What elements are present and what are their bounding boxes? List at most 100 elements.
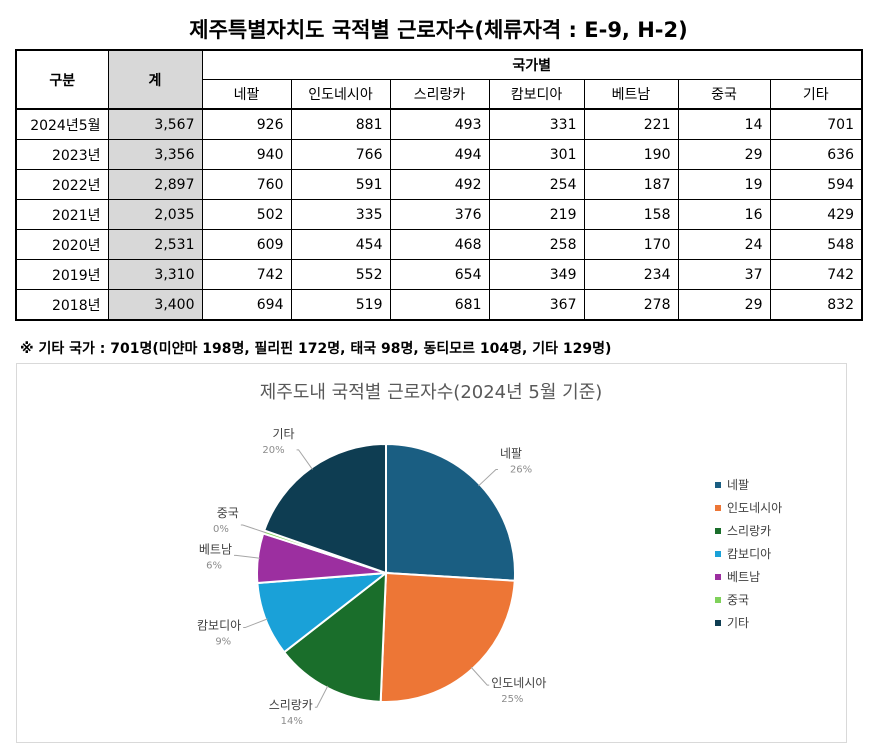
legend-entry-5: 중국 [727, 593, 749, 607]
row-value-5: 29 [677, 289, 771, 321]
slice-label-6: 기타 [272, 427, 294, 441]
legend-entry-2: 스리랑카 [727, 524, 771, 538]
row-value-5: 29 [677, 139, 771, 170]
header-country-4: 베트남 [583, 79, 679, 110]
row-value-1: 335 [290, 199, 391, 230]
leader-line-6 [296, 449, 313, 470]
row-value-4: 170 [583, 229, 679, 260]
row-value-5: 14 [677, 108, 771, 140]
slice-percent-4: 6% [206, 560, 222, 571]
row-value-4: 190 [583, 139, 679, 170]
slice-label-4: 베트남 [199, 542, 232, 556]
table-row: 2018년 3,400 694 519 681 367 278 29 832 [15, 289, 863, 321]
row-value-0: 742 [201, 259, 292, 290]
row-value-2: 681 [389, 289, 490, 321]
row-period: 2018년 [15, 289, 109, 321]
row-value-4: 187 [583, 169, 679, 200]
header-country-6: 기타 [769, 79, 863, 110]
row-value-1: 766 [290, 139, 391, 170]
row-value-4: 234 [583, 259, 679, 290]
row-period: 2023년 [15, 139, 109, 170]
leader-line-5 [240, 524, 266, 534]
table-row: 2021년 2,035 502 335 376 219 158 16 429 [15, 199, 863, 230]
row-value-5: 37 [677, 259, 771, 290]
slice-percent-1: 25% [501, 694, 523, 705]
slice-label-3: 캄보디아 [197, 619, 241, 633]
slice-label-5: 중국 [217, 506, 239, 520]
table-row: 2024년5월 3,567 926 881 493 331 221 14 701 [15, 108, 863, 140]
leader-line-4 [234, 554, 260, 559]
row-period: 2021년 [15, 199, 109, 230]
row-value-5: 16 [677, 199, 771, 230]
slice-label-1: 인도네시아 [491, 676, 546, 690]
legend-swatch-6 [715, 620, 721, 626]
header-country-2: 스리랑카 [389, 79, 490, 110]
legend-swatch-2 [715, 528, 721, 534]
legend-entry-3: 캄보디아 [727, 547, 771, 561]
row-value-1: 881 [290, 108, 391, 140]
row-value-6: 594 [769, 169, 863, 200]
row-value-6: 548 [769, 229, 863, 260]
row-value-6: 636 [769, 139, 863, 170]
worker-count-table: 구분 계 국가별 네팔 인도네시아 스리랑카 캄보디아 베트남 중국 기타 2024년5월 3… [15, 49, 863, 331]
row-value-3: 331 [488, 108, 585, 140]
note-other-countries: ※ 기타 국가 : 701명(미얀마 198명, 필리핀 172명, 태국 98… [20, 341, 612, 357]
slice-percent-6: 20% [262, 445, 284, 456]
row-value-3: 219 [488, 199, 585, 230]
row-total: 3,356 [107, 139, 203, 170]
row-total: 3,310 [107, 259, 203, 290]
row-value-4: 278 [583, 289, 679, 321]
leader-line-2 [314, 685, 329, 708]
row-total: 3,567 [107, 108, 203, 140]
row-value-3: 254 [488, 169, 585, 200]
header-country-0: 네팔 [201, 79, 292, 110]
chart-title: 제주도내 국적별 근로자수(2024년 5월 기준) [260, 382, 603, 403]
legend-swatch-4 [715, 574, 721, 580]
slice-label-2: 스리랑카 [269, 698, 313, 712]
table-row: 2023년 3,356 940 766 494 301 190 29 636 [15, 139, 863, 170]
leader-line-1 [470, 666, 490, 686]
pie-chart-panel: 제주도내 국적별 근로자수(2024년 5월 기준) 네팔 26% 인도네시아 25% 스… [16, 363, 847, 743]
row-value-0: 609 [201, 229, 292, 260]
row-value-3: 301 [488, 139, 585, 170]
row-value-0: 926 [201, 108, 292, 140]
legend-swatch-3 [715, 551, 721, 557]
header-country-group: 국가별 [201, 49, 863, 80]
header-total: 계 [107, 49, 203, 110]
row-value-3: 258 [488, 229, 585, 260]
row-value-6: 742 [769, 259, 863, 290]
header-country-3: 캄보디아 [488, 79, 585, 110]
slice-percent-5: 0% [213, 524, 229, 535]
row-value-1: 454 [290, 229, 391, 260]
row-total: 2,531 [107, 229, 203, 260]
header-country-5: 중국 [677, 79, 771, 110]
slice-label-0: 네팔 [500, 446, 522, 460]
row-value-0: 502 [201, 199, 292, 230]
row-value-2: 492 [389, 169, 490, 200]
row-value-2: 468 [389, 229, 490, 260]
row-value-4: 158 [583, 199, 679, 230]
legend-swatch-1 [715, 505, 721, 511]
row-total: 3,400 [107, 289, 203, 321]
pie-chart: 제주도내 국적별 근로자수(2024년 5월 기준) 네팔 26% 인도네시아 25% 스… [197, 382, 782, 727]
page-title: 제주특별자치도 국적별 근로자수(체류자격 : E-9, H-2) [189, 18, 688, 42]
row-value-2: 493 [389, 108, 490, 140]
header-country-1: 인도네시아 [290, 79, 391, 110]
legend-swatch-0 [715, 482, 721, 488]
row-value-0: 694 [201, 289, 292, 321]
row-value-1: 552 [290, 259, 391, 290]
slice-percent-0: 26% [510, 464, 532, 475]
table-row: 2019년 3,310 742 552 654 349 234 37 742 [15, 259, 863, 290]
slice-percent-2: 14% [281, 716, 303, 727]
leader-line-0 [478, 468, 498, 487]
row-value-0: 940 [201, 139, 292, 170]
row-period: 2020년 [15, 229, 109, 260]
row-value-6: 701 [769, 108, 863, 140]
row-value-3: 349 [488, 259, 585, 290]
row-value-2: 376 [389, 199, 490, 230]
row-value-1: 519 [290, 289, 391, 321]
legend-entry-0: 네팔 [727, 478, 749, 492]
row-period: 2022년 [15, 169, 109, 200]
pie-slice-0 [385, 442, 516, 582]
legend-entry-1: 인도네시아 [727, 501, 782, 515]
